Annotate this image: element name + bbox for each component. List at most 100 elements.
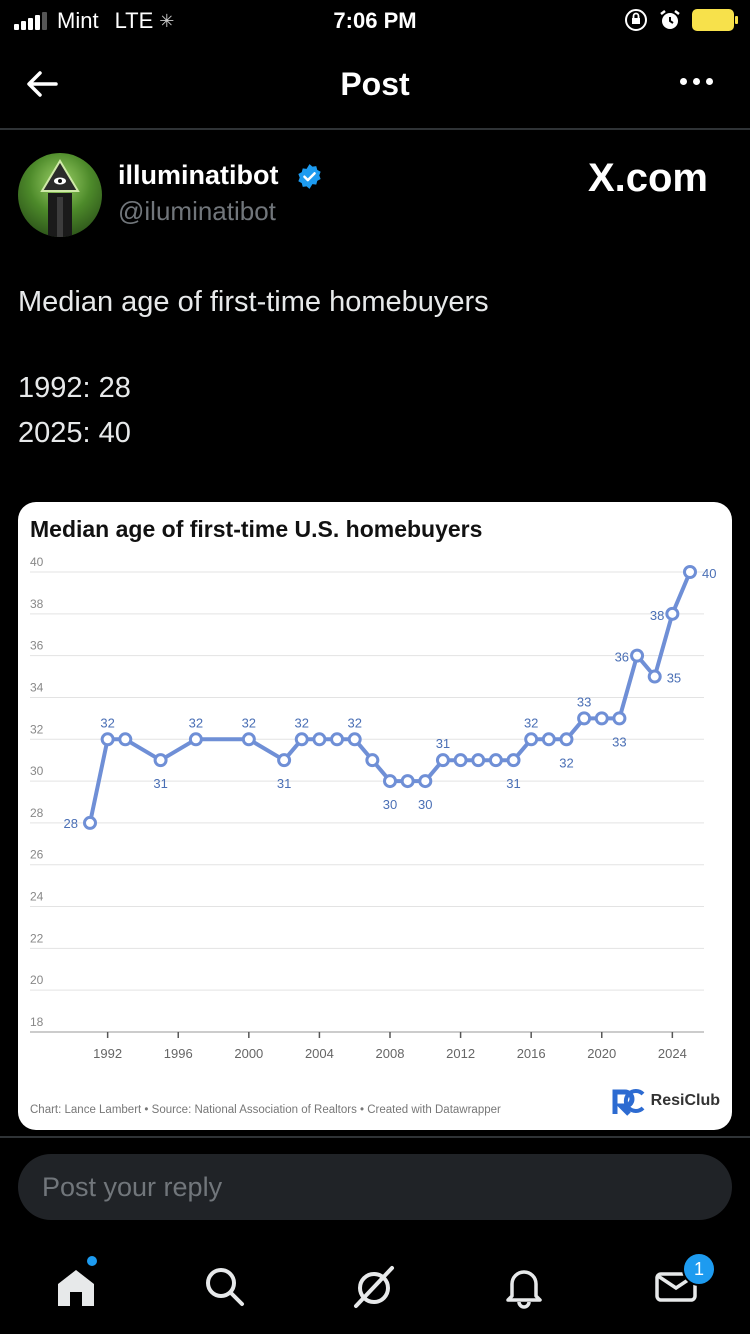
data-point [435, 753, 450, 768]
data-point [400, 774, 415, 789]
verified-badge-icon [298, 164, 321, 189]
home-icon[interactable] [52, 1262, 100, 1310]
data-point [506, 753, 521, 768]
y-tick-label: 30 [30, 764, 44, 778]
data-point [612, 711, 627, 726]
y-tick-label: 26 [30, 848, 44, 862]
top-nav: Post [0, 44, 750, 128]
data-label: 31 [436, 736, 450, 751]
data-label: 32 [347, 715, 361, 730]
x-tick-label: 2024 [658, 1046, 687, 1061]
author-name[interactable]: illuminatibot [118, 160, 279, 190]
data-point [594, 711, 609, 726]
reply-input[interactable]: Post your reply [18, 1154, 732, 1220]
tweet-text-line: 2025: 40 [18, 417, 131, 449]
status-time: 7:06 PM [333, 8, 417, 33]
chart-image[interactable]: 40 38 36 34 32 30 28 26 24 22 20 18 1992 1996 2000 2004… [18, 502, 732, 1130]
data-label: 33 [612, 734, 626, 749]
y-tick-label: 18 [30, 1015, 44, 1029]
y-tick-label: 36 [30, 639, 44, 653]
data-label: 32 [559, 755, 573, 770]
data-label: 32 [189, 715, 203, 730]
grok-icon[interactable] [350, 1262, 398, 1310]
y-tick-label: 22 [30, 931, 44, 945]
data-point [524, 732, 539, 747]
y-tick-label: 32 [30, 722, 44, 736]
loading-icon: ✳ [159, 10, 175, 31]
bottom-tab-bar: 1 [0, 1250, 750, 1320]
data-point [453, 753, 468, 768]
y-tick-label: 28 [30, 806, 44, 820]
data-label: 28 [64, 816, 78, 831]
data-label: 33 [577, 694, 591, 709]
alarm-icon [660, 10, 680, 29]
xcom-watermark: X.com [587, 156, 708, 200]
carrier-label: Mint [57, 8, 99, 33]
resiclub-logo: ResiClub [611, 1084, 720, 1118]
data-point [383, 774, 397, 789]
data-label: 38 [650, 608, 664, 623]
data-label: 35 [667, 671, 681, 686]
author-handle[interactable]: @iluminatibot [118, 196, 276, 226]
nav-divider [0, 128, 750, 130]
data-label: 36 [615, 650, 629, 665]
data-point [630, 648, 645, 663]
x-tick-label: 2020 [587, 1046, 616, 1061]
resiclub-label: ResiClub [650, 1092, 720, 1109]
x-tick-label: 2008 [376, 1046, 405, 1061]
data-point [312, 732, 327, 747]
back-arrow-icon[interactable] [22, 64, 62, 104]
data-label: 40 [702, 566, 716, 581]
data-point [347, 732, 362, 747]
x-tick-label: 2004 [305, 1046, 334, 1061]
x-tick-label: 1992 [93, 1046, 122, 1061]
x-tick-label: 1996 [164, 1046, 193, 1061]
data-point [277, 753, 292, 768]
data-label: 31 [277, 776, 291, 791]
x-tick-label: 2000 [234, 1046, 263, 1061]
data-point [541, 732, 556, 747]
tweet-text-line: 1992: 28 [18, 372, 131, 404]
x-tick-label: 2016 [517, 1046, 546, 1061]
data-label: 32 [100, 715, 114, 730]
y-tick-label: 24 [30, 890, 44, 904]
page-title: Post [340, 66, 410, 102]
status-bar: Mint LTE ✳ 7:06 PM [0, 0, 750, 44]
line-chart: 40 38 36 34 32 30 28 26 24 22 20 18 1992 1996 2000 2004… [30, 555, 716, 1061]
reply-placeholder: Post your reply [42, 1172, 223, 1202]
pyramid-eye-icon [40, 159, 80, 237]
data-point [665, 606, 680, 621]
more-options-icon[interactable] [676, 66, 716, 96]
resiclub-logo-icon [612, 1089, 645, 1116]
avatar[interactable] [18, 153, 102, 237]
chart-title: Median age of first-time U.S. homebuyers [30, 516, 483, 542]
content-divider [0, 1136, 750, 1138]
data-label: 32 [242, 715, 256, 730]
data-point [100, 732, 115, 747]
status-left: Mint LTE ✳ [14, 8, 174, 34]
x-tick-label: 2012 [446, 1046, 475, 1061]
orientation-lock-icon [625, 9, 647, 31]
data-label: 31 [506, 776, 520, 791]
battery-icon [692, 9, 738, 31]
signal-icon [14, 12, 47, 30]
status-right [624, 8, 738, 32]
messages-count-badge: 1 [682, 1252, 716, 1286]
notifications-bell-icon[interactable] [500, 1262, 548, 1310]
data-point [294, 732, 309, 747]
data-point [488, 753, 503, 768]
data-point [330, 732, 345, 747]
search-icon[interactable] [200, 1262, 248, 1310]
chart-footer: Chart: Lance Lambert • Source: National … [30, 1104, 501, 1116]
data-point [471, 753, 486, 768]
data-point [647, 669, 662, 684]
y-tick-label: 20 [30, 973, 44, 987]
tweet-text-line: Median age of first-time homebuyers [18, 286, 489, 318]
home-notification-dot [87, 1256, 97, 1266]
y-tick-label: 38 [30, 597, 44, 611]
data-point [559, 732, 574, 747]
y-tick-label: 40 [30, 555, 44, 569]
data-label: 32 [295, 715, 309, 730]
data-label: 30 [418, 797, 432, 812]
network-label: LTE [114, 8, 154, 33]
